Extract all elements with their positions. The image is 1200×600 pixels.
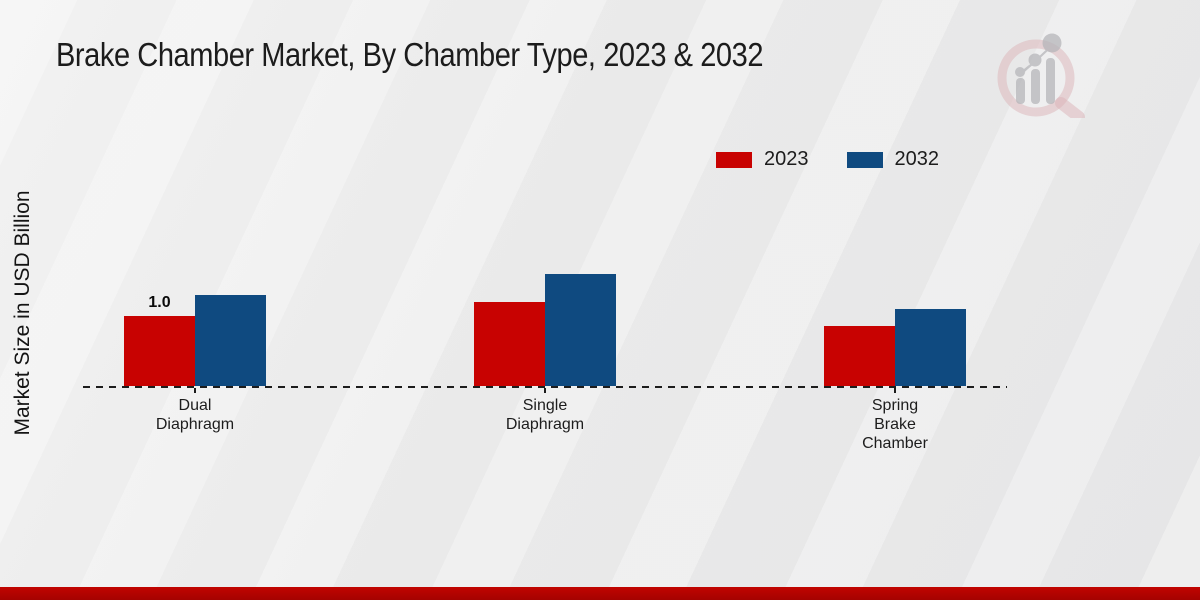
- bar-2032-spring-brake-chamber: [895, 309, 966, 386]
- legend-swatch-2032-icon: [846, 151, 883, 168]
- category-label-dual-diaphragm: Dual Diaphragm: [155, 397, 235, 433]
- x-axis-tick-spring-brake-chamber: [894, 388, 896, 393]
- bar-2032-single-diaphragm: [545, 274, 616, 386]
- legend-label-2032: 2032: [894, 148, 940, 170]
- x-axis-tick-single-diaphragm: [544, 388, 546, 393]
- legend-swatch-2023-icon: [716, 151, 752, 168]
- y-axis-label: Market Size in USD Billion: [11, 190, 34, 436]
- plot-area: 1.0 Dual Diaphragm Single Diaphragm Spring Bra…: [83, 167, 1007, 452]
- legend-item-2032: 2032: [846, 148, 940, 171]
- category-label-spring-brake-chamber: Spring Brake Chamber: [862, 397, 928, 452]
- footer-accent-strip: [0, 587, 1200, 600]
- x-axis-baseline: [83, 386, 1007, 388]
- bar-2032-dual-diaphragm: [195, 295, 266, 386]
- bar-2023-dual-diaphragm: [124, 316, 195, 386]
- x-axis-tick-dual-diaphragm: [194, 388, 196, 393]
- bar-2023-single-diaphragm: [474, 302, 545, 386]
- legend-label-2023: 2023: [764, 148, 809, 170]
- legend: 2023 2032: [716, 148, 939, 171]
- value-label-2023-dual-diaphragm: 1.0: [148, 294, 171, 311]
- category-label-single-diaphragm: Single Diaphragm: [505, 397, 585, 433]
- legend-item-2023: 2023: [716, 148, 809, 171]
- magnifier-bar-chart-watermark-icon: [997, 33, 1085, 118]
- chart-title: Brake Chamber Market, By Chamber Type, 2…: [56, 36, 764, 73]
- bar-2023-spring-brake-chamber: [824, 326, 895, 386]
